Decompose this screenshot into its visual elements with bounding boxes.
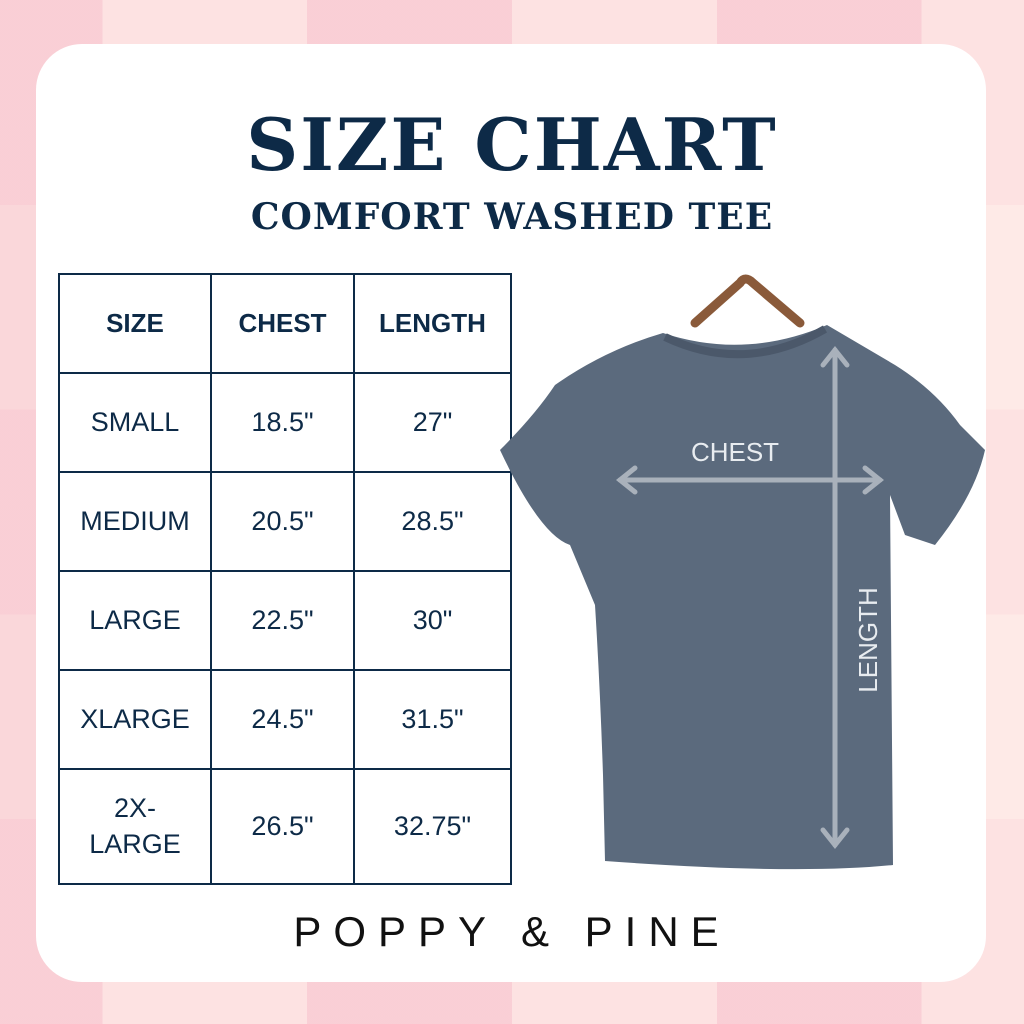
chest-label: CHEST bbox=[691, 437, 779, 467]
cell-size: LARGE bbox=[58, 570, 212, 671]
tshirt-diagram: CHEST LENGTH bbox=[500, 274, 985, 870]
header-length: LENGTH bbox=[353, 273, 512, 374]
cell-chest: 22.5" bbox=[210, 570, 355, 671]
table-row: 2X-LARGE 26.5" 32.75" bbox=[58, 768, 512, 885]
tshirt-shape bbox=[500, 325, 985, 870]
cell-size: MEDIUM bbox=[58, 471, 212, 572]
cell-chest: 26.5" bbox=[210, 768, 355, 885]
hanger-icon bbox=[690, 274, 805, 328]
cell-length: 27" bbox=[353, 372, 512, 473]
size-table: SIZE CHEST LENGTH SMALL 18.5" 27" MEDIUM… bbox=[58, 273, 512, 885]
brand-name: POPPY & PINE bbox=[293, 908, 731, 955]
header-chest: CHEST bbox=[210, 273, 355, 374]
cell-chest: 24.5" bbox=[210, 669, 355, 770]
cell-size: SMALL bbox=[58, 372, 212, 473]
cell-length: 31.5" bbox=[353, 669, 512, 770]
cell-size: 2X-LARGE bbox=[58, 768, 212, 885]
table-row: MEDIUM 20.5" 28.5" bbox=[58, 471, 512, 572]
table-header-row: SIZE CHEST LENGTH bbox=[58, 273, 512, 374]
table-row: LARGE 22.5" 30" bbox=[58, 570, 512, 671]
collar bbox=[663, 325, 827, 359]
cell-length: 28.5" bbox=[353, 471, 512, 572]
cell-length: 32.75" bbox=[353, 768, 512, 885]
cell-chest: 20.5" bbox=[210, 471, 355, 572]
cell-chest: 18.5" bbox=[210, 372, 355, 473]
cell-size: XLARGE bbox=[58, 669, 212, 770]
page-title: SIZE CHART bbox=[246, 102, 778, 187]
measure-arrows bbox=[615, 345, 885, 850]
length-label: LENGTH bbox=[853, 587, 883, 692]
page-subtitle: COMFORT WASHED TEE bbox=[250, 196, 774, 238]
cell-length: 30" bbox=[353, 570, 512, 671]
header-size: SIZE bbox=[58, 273, 212, 374]
table-row: XLARGE 24.5" 31.5" bbox=[58, 669, 512, 770]
table-row: SMALL 18.5" 27" bbox=[58, 372, 512, 473]
